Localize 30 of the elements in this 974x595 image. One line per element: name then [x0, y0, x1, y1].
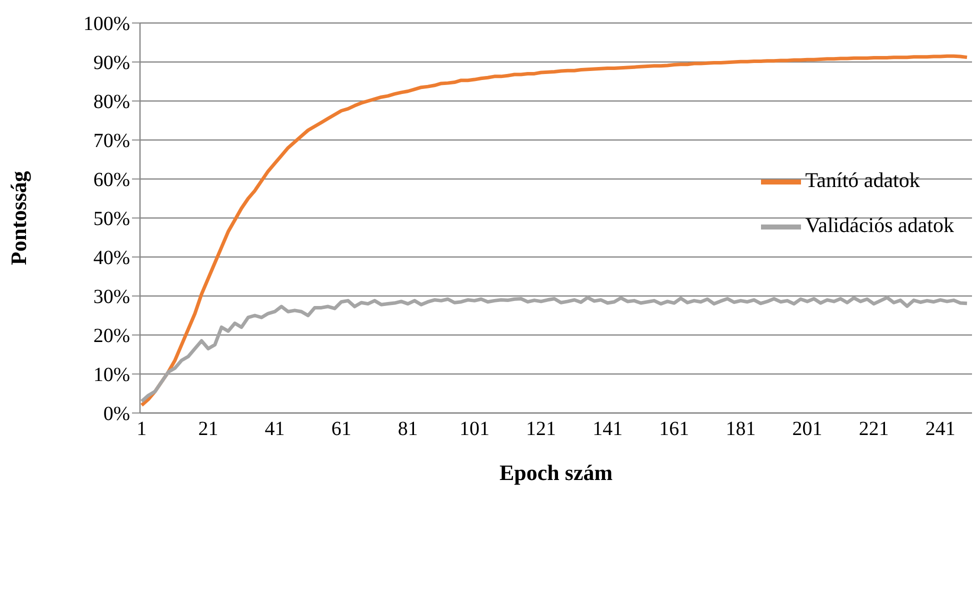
legend-label: Validációs adatok: [805, 213, 954, 237]
x-tick-label: 161: [659, 418, 690, 440]
y-tick-label: 80%: [93, 91, 130, 114]
x-tick-label: 241: [925, 418, 956, 440]
legend-label: Tanító adatok: [805, 168, 920, 192]
x-tick-label: 21: [198, 418, 218, 440]
y-tick-label: 100%: [83, 13, 130, 36]
x-tick-label: 61: [331, 418, 352, 440]
x-axis-title: Epoch szám: [499, 460, 613, 485]
y-tick-label: 70%: [93, 130, 130, 152]
y-tick-label: 0%: [103, 403, 130, 426]
line-series: [140, 296, 969, 404]
x-tick-label: 1: [136, 418, 147, 440]
y-tick-label: 40%: [93, 247, 130, 270]
x-tick-label: 81: [398, 418, 418, 440]
y-tick-label: 60%: [93, 169, 130, 192]
x-tick-label: 141: [592, 418, 623, 440]
y-tick-label: 20%: [93, 325, 130, 348]
x-tick-label: 41: [264, 418, 285, 440]
x-tick-label: 201: [792, 418, 822, 440]
y-axis-title: Pontosság: [6, 170, 31, 266]
x-tick-label: 221: [858, 418, 889, 440]
x-tick-label: 121: [526, 418, 556, 440]
y-tick-label: 90%: [93, 52, 130, 74]
line-series: [140, 54, 969, 407]
y-tick-label: 50%: [93, 208, 130, 230]
x-tick-label: 101: [459, 418, 490, 440]
x-tick-label: 181: [726, 418, 756, 440]
y-tick-label: 30%: [93, 286, 130, 308]
y-tick-label: 10%: [93, 364, 130, 386]
